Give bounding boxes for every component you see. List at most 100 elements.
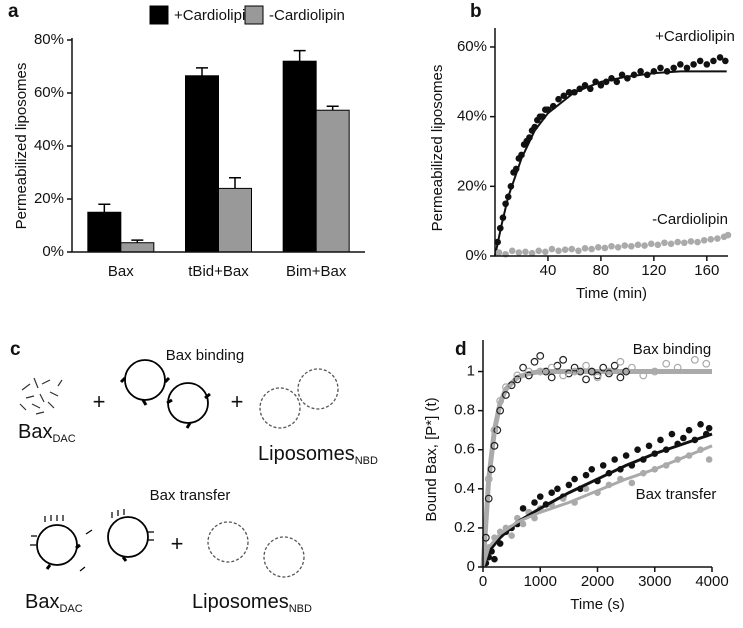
- y-tick-label: 0.8: [454, 402, 475, 419]
- data-point: [657, 436, 664, 444]
- data-point: [605, 367, 613, 376]
- data-point: [582, 361, 590, 370]
- data-point: [570, 367, 579, 376]
- data-point: [687, 238, 695, 245]
- y-tick-label: 0.4: [454, 480, 475, 497]
- bar: [315, 109, 350, 253]
- data-point: [576, 367, 585, 376]
- data-point: [696, 57, 704, 65]
- data-point: [542, 367, 550, 376]
- x-tick-label: 1000: [524, 573, 557, 590]
- data-point: [587, 367, 596, 376]
- data-point: [613, 78, 621, 86]
- x-tick-label: Bax: [108, 263, 134, 280]
- error-bar: [326, 105, 339, 111]
- legend-swatch: [244, 5, 264, 25]
- data-point: [547, 373, 556, 382]
- liposomes-subscript: NBD: [289, 603, 312, 615]
- data-point: [608, 242, 615, 250]
- data-point: [681, 239, 688, 247]
- data-point: [554, 485, 561, 493]
- data-point: [599, 363, 608, 372]
- fit-line: [481, 444, 713, 568]
- data-point: [559, 355, 568, 364]
- data-point: [670, 64, 678, 72]
- axis: [71, 38, 365, 253]
- data-point: [524, 367, 533, 376]
- data-point: [594, 243, 602, 251]
- data-point: [495, 249, 503, 256]
- axis: [494, 28, 728, 257]
- bax-monomers: [19, 377, 63, 415]
- data-point: [599, 462, 607, 469]
- data-point: [639, 371, 648, 380]
- data-point: [484, 475, 493, 483]
- data-point: [536, 367, 545, 376]
- data-point: [641, 242, 648, 249]
- data-point: [628, 242, 635, 250]
- plus-sign: +: [171, 531, 184, 556]
- x-tick-label: Bim+Bax: [286, 263, 347, 280]
- data-point: [575, 247, 582, 255]
- data-point: [535, 247, 542, 255]
- x-tick-label: tBid+Bax: [188, 263, 249, 280]
- data-point: [645, 442, 653, 450]
- data-point: [582, 375, 590, 384]
- data-point: [588, 465, 596, 473]
- y-tick-label: 60%: [34, 84, 64, 101]
- data-point: [622, 367, 631, 376]
- data-point: [597, 81, 605, 89]
- y-tick-label: 40%: [34, 137, 64, 154]
- axis: [482, 340, 712, 568]
- data-point: [724, 231, 732, 239]
- liposomes-text: Liposomes: [192, 591, 289, 613]
- y-axis-label: Permeabilized liposomes: [429, 65, 446, 232]
- data-point: [568, 245, 576, 253]
- legend-swatch: [149, 5, 169, 25]
- data-point: [522, 248, 529, 256]
- x-tick-label: 40: [540, 262, 557, 279]
- data-point: [702, 359, 711, 368]
- data-point: [519, 520, 527, 528]
- y-tick-label: 20%: [34, 190, 64, 207]
- data-point: [547, 363, 556, 372]
- data-point: [548, 489, 555, 497]
- data-point: [616, 373, 625, 382]
- data-point: [490, 426, 499, 435]
- data-point: [502, 383, 510, 392]
- data-point: [493, 426, 502, 435]
- bar: [282, 60, 317, 253]
- data-point: [555, 247, 562, 255]
- data-point: [690, 355, 699, 364]
- data-point: [674, 238, 681, 246]
- bax-subscript: DAC: [52, 433, 75, 445]
- data-point: [530, 357, 539, 366]
- data-point: [555, 95, 562, 103]
- data-point: [611, 456, 618, 463]
- data-point: [484, 494, 493, 503]
- data-point: [662, 359, 671, 368]
- fit-line: [481, 432, 713, 568]
- data-point: [559, 371, 568, 380]
- x-tick-label: 80: [593, 262, 610, 279]
- bar: [218, 187, 252, 253]
- x-axis-label: Time (s): [570, 596, 624, 613]
- bax-label: BaxDAC: [18, 421, 76, 445]
- data-point: [634, 446, 641, 454]
- data-point: [581, 245, 589, 252]
- data-point: [722, 57, 729, 65]
- data-point: [647, 240, 655, 248]
- data-point: [661, 239, 668, 247]
- x-tick-label: 0: [479, 573, 487, 590]
- panel-label: c: [10, 339, 21, 360]
- data-point: [667, 240, 675, 248]
- data-point: [490, 441, 499, 450]
- diagram-title: Bax transfer: [150, 487, 231, 504]
- y-tick-label: 20%: [457, 177, 487, 194]
- liposomes-text: Liposomes: [258, 443, 355, 465]
- data-point: [487, 465, 496, 474]
- data-point: [601, 244, 609, 252]
- liposomes-nbd: [207, 521, 305, 578]
- data-point: [565, 481, 573, 489]
